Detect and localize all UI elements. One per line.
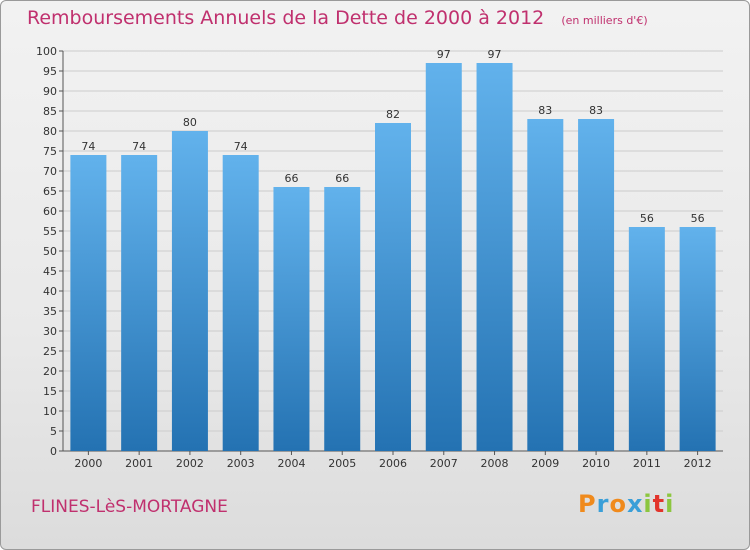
bar-value-label: 97 bbox=[488, 48, 502, 61]
y-tick-label: 35 bbox=[43, 305, 57, 318]
logo-letter: i bbox=[643, 490, 653, 518]
y-tick-label: 20 bbox=[43, 365, 57, 378]
y-tick-label: 65 bbox=[43, 185, 57, 198]
y-tick-label: 40 bbox=[43, 285, 57, 298]
bar bbox=[628, 227, 665, 451]
y-tick-label: 80 bbox=[43, 125, 57, 138]
bar bbox=[222, 155, 259, 451]
bar bbox=[121, 155, 158, 451]
x-tick-label: 2011 bbox=[633, 457, 661, 470]
proxiti-logo: Proxiti bbox=[578, 490, 674, 518]
bar bbox=[578, 119, 615, 451]
x-tick-label: 2003 bbox=[227, 457, 255, 470]
y-tick-label: 25 bbox=[43, 345, 57, 358]
logo-letter: P bbox=[578, 490, 597, 518]
axes: 0 5 10 15 20 25 30 35 40 45 50 55 60 65 70 75 80 85 90 95 10… bbox=[36, 45, 723, 470]
bar-value-label: 83 bbox=[538, 104, 552, 117]
bar-value-label: 66 bbox=[335, 172, 349, 185]
chart-title-text: Remboursements Annuels de la Dette de 20… bbox=[27, 7, 545, 29]
y-tick-label: 0 bbox=[50, 445, 57, 458]
y-tick-label: 90 bbox=[43, 85, 57, 98]
logo-letter: r bbox=[596, 490, 610, 518]
y-tick-label: 85 bbox=[43, 105, 57, 118]
commune-name: FLINES-LèS-MORTAGNE bbox=[31, 497, 228, 517]
y-tick-label: 10 bbox=[43, 405, 57, 418]
chart-unit: (en milliers d'€) bbox=[561, 14, 648, 27]
bar bbox=[324, 187, 361, 451]
bar-value-label: 97 bbox=[437, 48, 451, 61]
bar-value-label: 74 bbox=[234, 140, 248, 153]
x-tick-label: 2012 bbox=[684, 457, 712, 470]
x-tick-label: 2008 bbox=[481, 457, 509, 470]
bar-value-label: 82 bbox=[386, 108, 400, 121]
x-tick-label: 2009 bbox=[531, 457, 559, 470]
y-tick-label: 95 bbox=[43, 65, 57, 78]
y-tick-label: 50 bbox=[43, 245, 57, 258]
logo-letter: t bbox=[652, 490, 666, 518]
y-tick-label: 30 bbox=[43, 325, 57, 338]
y-tick-label: 70 bbox=[43, 165, 57, 178]
logo-letter: i bbox=[665, 490, 675, 518]
bar bbox=[171, 131, 208, 451]
y-tick-label: 75 bbox=[43, 145, 57, 158]
bar-value-label: 56 bbox=[691, 212, 705, 225]
chart-title: Remboursements Annuels de la Dette de 20… bbox=[27, 7, 648, 29]
bar-value-label: 66 bbox=[284, 172, 298, 185]
bars bbox=[70, 63, 716, 451]
data-labels: 74 74 80 74 66 66 82 97 97 83 83 56 56 bbox=[81, 48, 704, 225]
bar bbox=[425, 63, 462, 451]
y-tick-label: 45 bbox=[43, 265, 57, 278]
y-tick-label: 55 bbox=[43, 225, 57, 238]
bar-value-label: 56 bbox=[640, 212, 654, 225]
bar bbox=[273, 187, 310, 451]
bar bbox=[70, 155, 107, 451]
x-tick-label: 2005 bbox=[328, 457, 356, 470]
x-tick-label: 2004 bbox=[277, 457, 305, 470]
y-tick-label: 60 bbox=[43, 205, 57, 218]
bar-value-label: 74 bbox=[132, 140, 146, 153]
bar bbox=[679, 227, 716, 451]
logo-letter: x bbox=[626, 490, 644, 518]
bar bbox=[375, 123, 411, 451]
bar bbox=[527, 119, 564, 451]
bar-value-label: 80 bbox=[183, 116, 197, 129]
y-tick-label: 15 bbox=[43, 385, 57, 398]
x-tick-label: 2000 bbox=[74, 457, 102, 470]
x-tick-label: 2010 bbox=[582, 457, 610, 470]
x-tick-label: 2001 bbox=[125, 457, 153, 470]
y-tick-label: 100 bbox=[36, 45, 57, 58]
x-tick-label: 2006 bbox=[379, 457, 407, 470]
x-tick-label: 2007 bbox=[430, 457, 458, 470]
bar-value-label: 83 bbox=[589, 104, 603, 117]
bar-value-label: 74 bbox=[81, 140, 95, 153]
logo-letter: o bbox=[609, 490, 627, 518]
x-tick-label: 2002 bbox=[176, 457, 204, 470]
bar bbox=[476, 63, 513, 451]
y-tick-label: 5 bbox=[50, 425, 57, 438]
